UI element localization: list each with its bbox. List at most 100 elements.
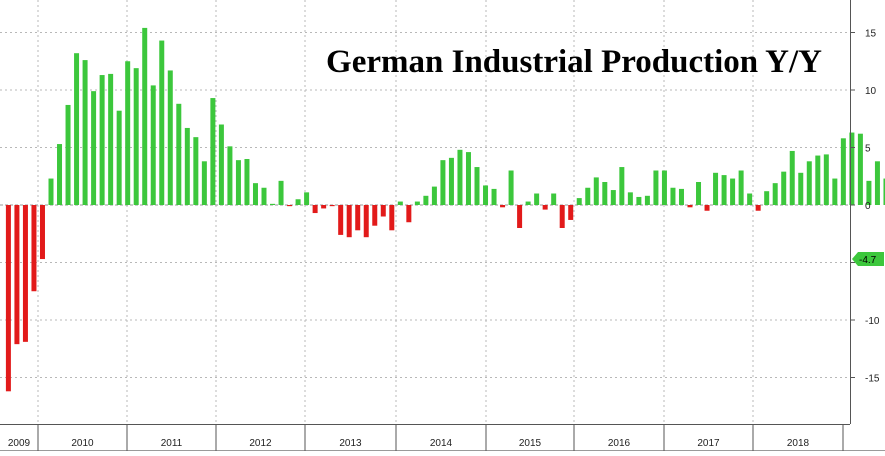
chart-title: German Industrial Production Y/Y bbox=[326, 44, 822, 80]
bar bbox=[278, 180, 284, 205]
bar bbox=[764, 191, 770, 205]
bar bbox=[99, 75, 105, 205]
bar bbox=[644, 195, 650, 205]
bar bbox=[491, 188, 497, 205]
bar bbox=[687, 205, 693, 208]
bar bbox=[389, 205, 395, 231]
bar bbox=[738, 170, 744, 205]
bar bbox=[678, 188, 684, 205]
bar bbox=[363, 205, 369, 238]
bar bbox=[244, 159, 250, 205]
bar bbox=[91, 91, 97, 205]
bar bbox=[713, 172, 719, 205]
bar bbox=[304, 192, 310, 205]
bar bbox=[235, 160, 241, 205]
x-tick-label: 2014 bbox=[430, 438, 453, 449]
bar bbox=[619, 167, 625, 205]
bar bbox=[832, 178, 838, 205]
bar bbox=[721, 175, 727, 205]
y-tick-label: 5 bbox=[865, 144, 871, 155]
x-tick-label: 2016 bbox=[608, 438, 631, 449]
bar bbox=[670, 187, 676, 205]
y-tick-label: -10 bbox=[865, 316, 880, 327]
bar bbox=[661, 170, 667, 205]
bar bbox=[287, 205, 293, 207]
y-tick-label: -15 bbox=[865, 374, 880, 385]
bar bbox=[627, 192, 633, 205]
bar bbox=[730, 178, 736, 205]
bar bbox=[133, 68, 139, 206]
bar bbox=[857, 133, 863, 205]
bar bbox=[849, 132, 855, 205]
bar bbox=[840, 138, 846, 205]
bar bbox=[704, 205, 710, 211]
bar bbox=[31, 205, 37, 292]
x-tick-label: 2012 bbox=[249, 438, 272, 449]
bar bbox=[116, 110, 122, 205]
bar bbox=[372, 205, 378, 226]
x-tick-label: 2011 bbox=[161, 438, 183, 449]
bar bbox=[440, 160, 446, 205]
bar bbox=[312, 205, 318, 214]
bar bbox=[696, 182, 702, 205]
bar bbox=[747, 193, 753, 205]
y-tick-label: 0 bbox=[865, 201, 871, 212]
bar bbox=[414, 201, 420, 205]
bar bbox=[5, 205, 11, 392]
last-value-label: -4.7 bbox=[859, 255, 877, 266]
bar bbox=[542, 205, 548, 210]
bar bbox=[883, 178, 885, 205]
last-value-marker bbox=[852, 252, 884, 267]
bar bbox=[142, 27, 148, 206]
bar bbox=[576, 198, 582, 205]
bar bbox=[167, 70, 173, 205]
bar bbox=[474, 167, 480, 205]
bar bbox=[270, 203, 276, 205]
bar bbox=[39, 205, 45, 260]
bar bbox=[108, 73, 114, 206]
bar bbox=[755, 205, 761, 211]
bar bbox=[465, 152, 471, 205]
bar bbox=[406, 205, 412, 223]
bar bbox=[380, 205, 386, 217]
bar bbox=[423, 195, 429, 205]
bar bbox=[806, 161, 812, 205]
bar bbox=[193, 137, 199, 205]
bar bbox=[815, 155, 821, 205]
bar bbox=[636, 196, 642, 205]
bar bbox=[82, 60, 88, 205]
bar bbox=[329, 205, 335, 207]
bar bbox=[610, 190, 616, 205]
bar bbox=[431, 186, 437, 205]
bar bbox=[321, 205, 327, 209]
bar bbox=[184, 127, 190, 205]
bar bbox=[448, 157, 454, 205]
bar bbox=[866, 180, 872, 205]
x-tick-label: 2018 bbox=[787, 438, 810, 449]
bar bbox=[338, 205, 344, 235]
x-tick-label: 2013 bbox=[339, 438, 362, 449]
bar bbox=[781, 171, 787, 205]
bar bbox=[874, 161, 880, 205]
bar bbox=[295, 199, 301, 205]
bar bbox=[355, 205, 361, 231]
bar bbox=[772, 183, 778, 205]
bar bbox=[48, 178, 54, 205]
bar bbox=[22, 205, 28, 342]
x-tick-label: 2010 bbox=[71, 438, 94, 449]
bar bbox=[534, 193, 540, 205]
bar bbox=[150, 85, 156, 205]
bar bbox=[397, 201, 403, 205]
bar bbox=[483, 185, 489, 205]
bar bbox=[568, 205, 574, 220]
bar bbox=[201, 161, 207, 205]
bar bbox=[823, 154, 829, 205]
bar bbox=[602, 182, 608, 205]
bar bbox=[346, 205, 352, 238]
bar bbox=[593, 177, 599, 205]
x-tick-label: 2015 bbox=[519, 438, 542, 449]
bar bbox=[176, 103, 182, 205]
bar bbox=[457, 149, 463, 205]
x-tick-label: 2017 bbox=[697, 438, 720, 449]
